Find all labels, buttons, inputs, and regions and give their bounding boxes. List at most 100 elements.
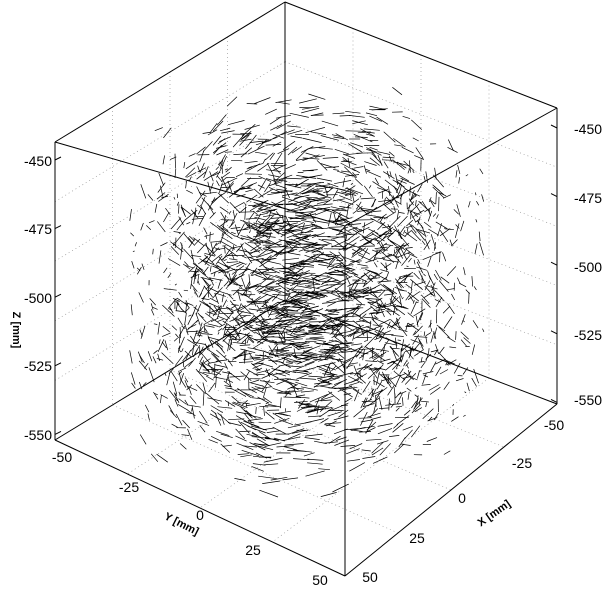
vector-segment <box>390 345 397 355</box>
z-tick-mark <box>54 362 62 367</box>
vector-segment <box>212 120 224 132</box>
vector-segment <box>273 217 280 224</box>
vector-segment <box>328 435 341 444</box>
vector-segment <box>403 371 415 381</box>
vector-segment <box>264 215 274 225</box>
vector-segment <box>275 245 288 257</box>
vector-segment <box>263 213 278 218</box>
vector-segment <box>280 351 298 357</box>
vector-segment <box>309 336 324 339</box>
vector-segment <box>202 286 214 300</box>
vector-segment <box>187 237 195 246</box>
vector-segment <box>329 326 340 335</box>
vector-segment <box>220 414 225 425</box>
vector-segment <box>472 320 479 329</box>
vector-segment <box>293 204 308 209</box>
vector-segment <box>331 402 349 411</box>
vector-segment <box>382 259 399 263</box>
vector-segment <box>262 331 277 333</box>
vector-segment <box>281 378 297 386</box>
vector-segment <box>287 206 301 212</box>
vector-segment <box>463 267 466 276</box>
vector-segment <box>221 176 228 189</box>
vector-segment <box>301 386 318 391</box>
vector-segment <box>339 206 352 209</box>
vector-segment <box>215 359 228 362</box>
vector-segment <box>352 194 355 202</box>
vector-segment <box>420 400 429 403</box>
vector-segment <box>248 388 257 394</box>
vector-segment <box>363 316 379 319</box>
vector-segment <box>224 151 232 153</box>
vector-segment <box>283 396 302 399</box>
vector-segment <box>295 233 311 236</box>
vector-segment <box>322 340 337 346</box>
vector-segment <box>428 228 439 236</box>
bounding-box <box>54 1 558 577</box>
vector-segment <box>241 187 252 190</box>
vector-segment <box>281 129 295 136</box>
vector-segment <box>212 135 222 146</box>
vector-segment <box>410 339 419 343</box>
vector-segment <box>330 283 345 286</box>
vector-segment <box>457 164 461 174</box>
vector-segment <box>332 207 345 211</box>
vector-segment <box>260 266 274 275</box>
vector-segment <box>253 234 268 238</box>
vector-segment <box>258 247 271 257</box>
vector-segment <box>276 329 284 345</box>
vector-segment <box>372 181 386 191</box>
vector-segment <box>343 379 360 385</box>
grid-line <box>54 61 286 202</box>
vector-segment <box>312 220 329 224</box>
vector-segment <box>397 215 408 228</box>
vector-segment <box>173 196 176 200</box>
vector-segment <box>258 180 266 191</box>
vector-segment <box>433 242 437 251</box>
vector-segment <box>414 387 418 390</box>
vector-segment <box>250 267 258 277</box>
vector-segment <box>400 351 405 363</box>
vector-segment <box>218 154 226 167</box>
grid-line <box>284 120 558 227</box>
vector-segment <box>417 258 421 264</box>
vector-segment <box>178 336 185 350</box>
vector-segment <box>439 230 449 242</box>
vector-segment <box>335 232 346 236</box>
vector-segment <box>295 157 308 161</box>
vector-segment <box>130 304 133 316</box>
vector-segment <box>346 305 362 313</box>
vector-segment <box>212 265 225 272</box>
vector-segment <box>188 387 192 395</box>
vector-segment <box>221 225 229 232</box>
vector-segment <box>389 215 401 228</box>
vector-segment <box>275 99 292 103</box>
vector-segment <box>171 423 178 428</box>
vector-segment <box>341 291 353 300</box>
vector-segment <box>305 174 323 179</box>
vector-segment <box>410 224 426 236</box>
vector-segment <box>198 191 207 197</box>
vector-segment <box>378 277 387 284</box>
vector-segment <box>203 227 208 235</box>
vector-segment <box>210 241 214 253</box>
vector-segment <box>334 148 349 155</box>
vector-segment <box>374 325 382 329</box>
vector-segment <box>301 107 320 114</box>
vector-segment <box>389 155 392 162</box>
vector-segment <box>282 305 301 309</box>
vector-segment <box>308 146 326 149</box>
vector-segment <box>363 165 367 174</box>
vector-segment <box>355 319 366 323</box>
vector-segment <box>342 178 345 188</box>
vector-segment <box>240 319 256 324</box>
vector-segment <box>432 174 444 188</box>
vector-segment <box>474 243 478 254</box>
vector-segment <box>372 249 382 254</box>
vector-segment <box>362 403 375 408</box>
vector-segment <box>285 365 303 368</box>
vector-segment <box>256 229 272 236</box>
vector-segment <box>281 325 287 336</box>
vector-segment <box>368 250 381 261</box>
vector-segment <box>330 234 347 240</box>
